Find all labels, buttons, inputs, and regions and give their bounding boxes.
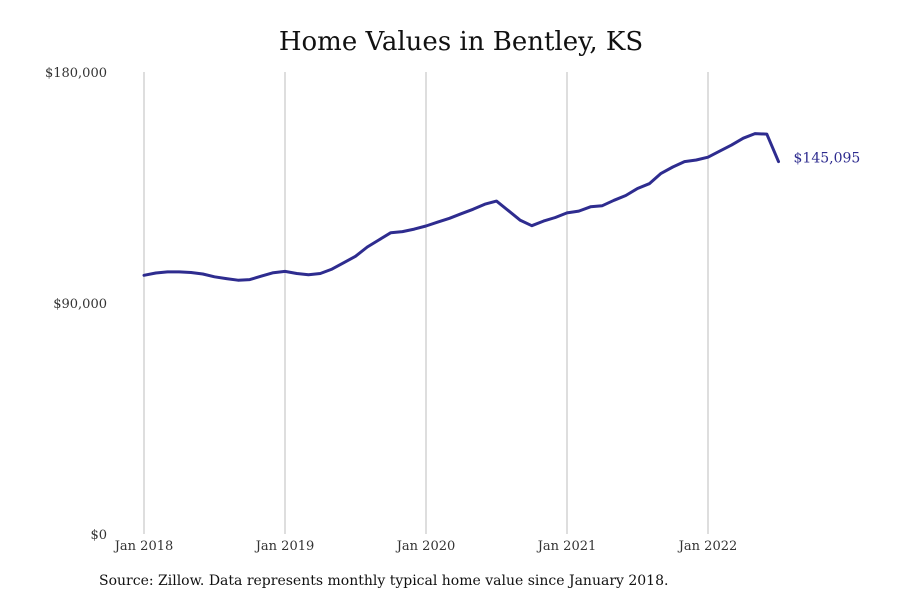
x-axis-ticks: Jan 2018 Jan 2019 Jan 2020 Jan 2021 Jan 2022 (113, 539, 738, 554)
data-point (225, 277, 228, 280)
y-tick-label: $90,000 (53, 297, 107, 312)
data-point (260, 274, 263, 278)
data-point (319, 272, 322, 275)
data-point (189, 271, 193, 274)
data-point (706, 156, 710, 159)
data-point (342, 261, 345, 264)
data-point (413, 227, 416, 231)
data-point (389, 231, 392, 234)
data-point (765, 132, 768, 136)
data-point (636, 187, 639, 190)
data-point (542, 219, 545, 223)
data-point (495, 199, 498, 203)
data-point (518, 218, 522, 222)
series-layer: $145,095 (142, 132, 861, 282)
data-point (201, 272, 204, 276)
x-tick-label: Jan 2021 (536, 539, 597, 554)
data-point (154, 271, 157, 275)
data-point (718, 149, 721, 153)
end-value-label: $145,095 (794, 151, 861, 167)
y-tick-label: $180,000 (45, 66, 107, 81)
data-point (730, 143, 733, 147)
data-point (436, 220, 439, 224)
data-point (612, 199, 616, 202)
source-note: Source: Zillow. Data represents monthly … (99, 573, 668, 589)
data-point (554, 216, 557, 219)
data-point (683, 160, 686, 163)
x-tick-label: Jan 2018 (113, 539, 174, 554)
data-point (577, 209, 580, 213)
series-line (142, 132, 780, 282)
data-point (777, 160, 780, 163)
data-point (530, 224, 533, 227)
data-point (213, 275, 216, 278)
y-axis-ticks: $0 $90,000 $180,000 (45, 66, 107, 543)
x-tick-label: Jan 2022 (677, 539, 738, 554)
data-point (272, 271, 275, 274)
y-tick-label: $0 (90, 528, 107, 543)
x-tick-label: Jan 2019 (254, 539, 315, 554)
data-point (424, 224, 428, 228)
data-point (166, 270, 169, 274)
data-point (236, 279, 240, 282)
data-point (448, 217, 451, 220)
data-point (283, 270, 287, 273)
data-point (307, 273, 310, 276)
data-point (507, 209, 510, 212)
data-point (742, 137, 745, 140)
data-point (601, 204, 604, 207)
data-point (671, 165, 674, 169)
data-point (142, 274, 146, 277)
data-point (354, 255, 357, 258)
data-point (624, 194, 627, 197)
chart-title: Home Values in Bentley, KS (279, 27, 643, 57)
data-point (377, 238, 381, 242)
data-point (565, 211, 569, 215)
data-point (589, 205, 592, 208)
data-point (401, 230, 404, 233)
data-point (178, 270, 181, 274)
data-point (471, 208, 475, 211)
data-point (460, 212, 463, 215)
data-point (648, 182, 651, 185)
data-point (295, 272, 298, 275)
data-point (753, 132, 757, 135)
vertical-gridlines (143, 72, 709, 534)
data-point (330, 267, 334, 271)
data-point (483, 203, 486, 206)
data-point (695, 158, 698, 162)
x-tick-label: Jan 2020 (395, 539, 456, 554)
data-point (659, 172, 663, 175)
data-point (248, 278, 251, 281)
data-point (366, 245, 369, 249)
